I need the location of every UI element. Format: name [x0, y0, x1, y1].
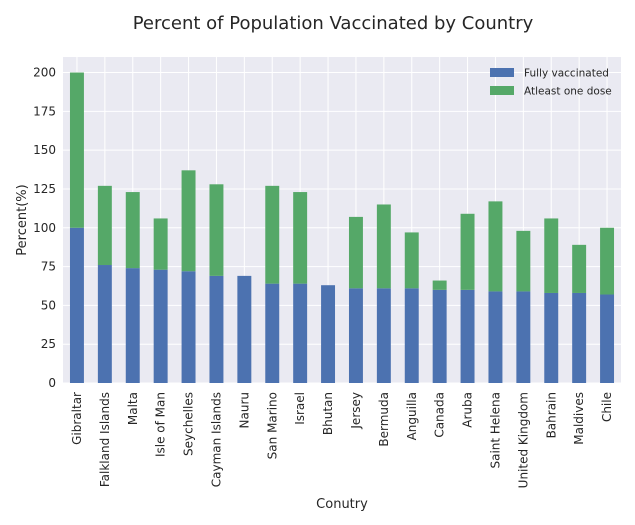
x-tick-label: Cayman Islands [209, 392, 223, 487]
bar-series-0-jersey [348, 288, 363, 383]
legend-label: Atleast one dose [524, 86, 612, 98]
x-tick-label: United Kingdom [516, 392, 530, 488]
bar-series-0-bahrain [544, 292, 559, 383]
bar-series-1-chile [600, 227, 615, 295]
bar-series-1-bermuda [376, 204, 391, 289]
bar-series-1-united-kingdom [516, 230, 531, 292]
legend-swatch [490, 86, 514, 95]
bar-series-1-jersey [348, 216, 363, 289]
x-tick-label: San Marino [265, 392, 279, 459]
bar-series-1-seychelles [181, 170, 196, 272]
bars [69, 72, 615, 383]
legend-swatch [490, 68, 514, 77]
x-tick-label: Malta [126, 392, 140, 425]
x-tick-label: Bermuda [377, 392, 391, 447]
x-tick-label: Falkland Islands [98, 392, 112, 487]
x-tick-label: Jersey [349, 392, 363, 430]
x-tick-label: Seychelles [182, 392, 196, 456]
x-tick-label: Anguilla [405, 392, 419, 440]
x-tick-label: Chile [600, 392, 614, 422]
bar-series-0-maldives [572, 292, 587, 383]
legend: Fully vaccinated Atleast one dose [490, 68, 612, 98]
bar-series-0-united-kingdom [516, 291, 531, 383]
bar-series-1-bahrain [544, 218, 559, 293]
x-tick-label: Canada [433, 392, 447, 438]
bar-series-0-malta [125, 268, 140, 383]
x-axis-title: Conutry [316, 497, 368, 512]
bar-series-0-aruba [460, 289, 475, 383]
y-tick-label: 100 [33, 221, 56, 235]
plot-area [63, 57, 621, 383]
bar-series-1-maldives [572, 244, 587, 293]
y-tick-label: 75 [41, 260, 56, 274]
x-tick-label: Isle of Man [154, 392, 168, 457]
bar-series-0-cayman-islands [209, 275, 224, 383]
bar-series-0-falkland-islands [97, 265, 112, 383]
bar-series-0-chile [600, 294, 615, 383]
bar-series-0-seychelles [181, 271, 196, 383]
x-tick-label: Nauru [237, 392, 251, 428]
y-tick-label: 200 [33, 66, 56, 80]
bar-series-0-san-marino [265, 283, 280, 383]
bar-series-0-anguilla [404, 288, 419, 383]
y-axis-title: Percent(%) [15, 184, 30, 255]
bar-series-1-anguilla [404, 232, 419, 289]
bar-series-1-israel [293, 192, 308, 284]
bar-series-1-san-marino [265, 185, 280, 284]
x-tick-label: Gibraltar [70, 392, 84, 445]
bar-series-1-cayman-islands [209, 184, 224, 276]
bar-series-0-bermuda [376, 288, 391, 383]
bar-series-0-saint-helena [488, 291, 503, 383]
bar-series-1-gibraltar [69, 72, 84, 228]
bar-series-1-isle-of-man [153, 218, 168, 270]
x-tick-label: Bhutan [321, 392, 335, 435]
y-tick-label: 125 [33, 182, 56, 196]
bar-series-0-isle-of-man [153, 269, 168, 383]
x-tick-label: Israel [293, 392, 307, 425]
y-tick-label: 175 [33, 104, 56, 118]
x-tick-label: Maldives [572, 392, 586, 445]
bar-series-1-falkland-islands [97, 185, 112, 266]
legend-label: Fully vaccinated [524, 68, 609, 80]
x-tick-label: Saint Helena [488, 392, 502, 469]
y-tick-label: 25 [41, 337, 56, 351]
y-axis-ticks: 0 25 50 75 100 125 150 175 200 [33, 66, 56, 390]
bar-series-0-israel [293, 283, 308, 383]
bar-series-0-gibraltar [69, 227, 84, 383]
x-tick-label: Aruba [461, 392, 475, 428]
chart-title: Percent of Population Vaccinated by Coun… [133, 13, 534, 34]
bar-series-1-canada [432, 280, 447, 290]
x-axis-ticks: Gibraltar Falkland Islands Malta Isle of Ma… [70, 392, 614, 488]
x-tick-label: Bahrain [544, 392, 558, 438]
bar-series-1-malta [125, 192, 140, 269]
bar-series-0-bhutan [321, 285, 336, 383]
bar-series-1-saint-helena [488, 201, 503, 292]
y-tick-label: 150 [33, 143, 56, 157]
bar-series-1-aruba [460, 213, 475, 290]
bar-series-0-nauru [237, 275, 252, 383]
bar-series-0-canada [432, 289, 447, 383]
y-tick-label: 50 [41, 298, 56, 312]
y-tick-label: 0 [48, 376, 56, 390]
